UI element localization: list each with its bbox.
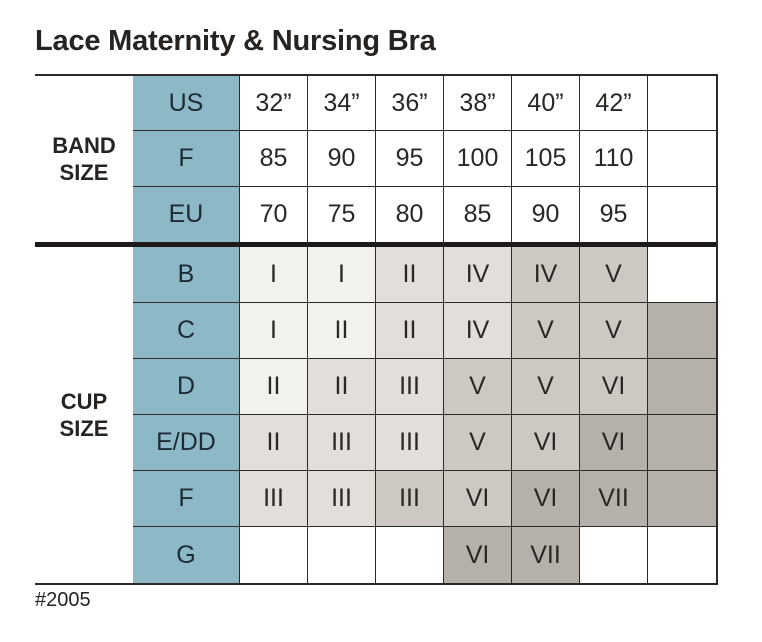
band-size-cell: 42”	[579, 76, 647, 131]
cup-row-header-edd: E/DD	[133, 415, 239, 471]
page-title: Lace Maternity & Nursing Bra	[35, 25, 436, 57]
cup-size-cell: VII	[511, 527, 579, 583]
band-row-header-us: US	[133, 76, 239, 131]
cup-size-cell: III	[307, 471, 375, 527]
cup-size-cell: IV	[443, 303, 511, 359]
cup-size-cell: VI	[579, 415, 647, 471]
cup-size-cell: V	[443, 415, 511, 471]
cup-size-cell: III	[375, 471, 443, 527]
cup-size-cell: VI	[511, 471, 579, 527]
cup-row-header-f: F	[133, 471, 239, 527]
band-size-cell: 36”	[375, 76, 443, 131]
band-size-cell: 85	[443, 187, 511, 242]
cup-row-header-d: D	[133, 359, 239, 415]
cup-size-cell: VI	[443, 527, 511, 583]
cup-size-cell: III	[375, 359, 443, 415]
cup-size-cell: III	[307, 415, 375, 471]
cup-row-header-c: C	[133, 303, 239, 359]
cup-size-cell: II	[375, 247, 443, 303]
band-size-cell: 32”	[239, 76, 307, 131]
cup-size-cell: II	[307, 303, 375, 359]
cup-size-cell: I	[239, 247, 307, 303]
cup-size-cell	[647, 359, 716, 415]
cup-size-label: CUP SIZE	[59, 388, 109, 442]
cup-size-cell: IV	[511, 247, 579, 303]
cup-size-cell	[647, 415, 716, 471]
cup-size-cell: III	[375, 415, 443, 471]
cup-size-cell: VI	[579, 359, 647, 415]
band-size-cell: 34”	[307, 76, 375, 131]
band-size-cell: 95	[375, 131, 443, 187]
cup-size-cell	[647, 303, 716, 359]
cup-size-cell: III	[239, 471, 307, 527]
cup-size-cell: I	[239, 303, 307, 359]
band-size-cell: 85	[239, 131, 307, 187]
section-divider	[35, 242, 716, 247]
band-size-cell: 38”	[443, 76, 511, 131]
cup-size-cell: V	[511, 359, 579, 415]
cup-size-cell	[375, 527, 443, 583]
size-table: BAND SIZE CUP SIZE US 32” 34” 36” 38” 40” 42” F…	[35, 74, 718, 585]
band-row-header-eu: EU	[133, 187, 239, 242]
band-size-cell	[647, 76, 716, 131]
cup-size-cell	[647, 471, 716, 527]
band-size-cell	[647, 187, 716, 242]
cup-size-cell: V	[579, 247, 647, 303]
cup-size-cell	[239, 527, 307, 583]
cup-size-cell: IV	[443, 247, 511, 303]
cup-size-cell: II	[239, 359, 307, 415]
cup-row-header-b: B	[133, 247, 239, 303]
cup-size-cell: II	[375, 303, 443, 359]
cup-size-cell: II	[239, 415, 307, 471]
cup-size-cell	[307, 527, 375, 583]
band-size-cell: 100	[443, 131, 511, 187]
cup-size-cell: V	[579, 303, 647, 359]
cup-size-cell: I	[307, 247, 375, 303]
band-size-cell: 90	[511, 187, 579, 242]
band-size-cell: 90	[307, 131, 375, 187]
cup-size-cell	[579, 527, 647, 583]
band-size-cell: 80	[375, 187, 443, 242]
band-size-cell: 40”	[511, 76, 579, 131]
cup-size-cell: VI	[511, 415, 579, 471]
cup-row-header-g: G	[133, 527, 239, 583]
cup-size-cell	[647, 247, 716, 303]
band-size-cell: 95	[579, 187, 647, 242]
band-row-header-f: F	[133, 131, 239, 187]
band-size-cell: 110	[579, 131, 647, 187]
band-size-cell: 70	[239, 187, 307, 242]
cup-size-cell: VII	[579, 471, 647, 527]
product-number: #2005	[35, 589, 91, 611]
band-size-cell: 75	[307, 187, 375, 242]
band-size-cell: 105	[511, 131, 579, 187]
band-size-cell	[647, 131, 716, 187]
cup-size-cell: V	[511, 303, 579, 359]
cup-size-cell: VI	[443, 471, 511, 527]
band-size-label: BAND SIZE	[52, 132, 116, 186]
cup-size-cell: V	[443, 359, 511, 415]
cup-size-cell	[647, 527, 716, 583]
cup-size-cell: II	[307, 359, 375, 415]
